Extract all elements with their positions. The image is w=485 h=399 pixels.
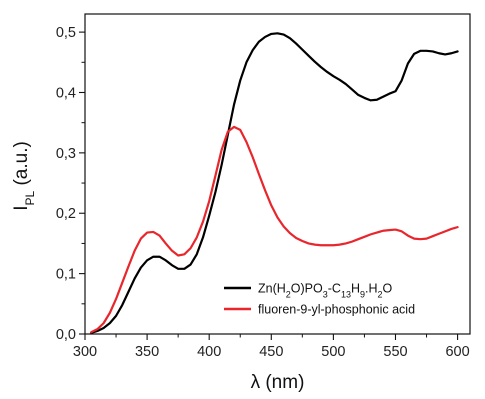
y-axis-label: IPL (a.u.) (11, 141, 37, 211)
x-axis-label: λ (nm) (251, 372, 305, 393)
legend-label-2: fluoren-9-yl-phosphonic acid (258, 303, 415, 317)
y-tick-label: 0,2 (56, 206, 76, 222)
x-tick-label: 450 (259, 344, 283, 360)
series-line-2 (90, 125, 459, 334)
series-line-1 (90, 32, 459, 334)
legend-label-1: Zn(H2O)PO3-C13H9.H2O (258, 282, 393, 300)
legend: Zn(H2O)PO3-C13H9.H2O fluoren-9-yl-phospho… (224, 282, 415, 317)
x-tick-label: 550 (383, 344, 407, 360)
y-tick-label: 0,0 (56, 327, 76, 343)
y-tick-label: 0,5 (56, 25, 76, 41)
x-tick-label: 600 (445, 344, 469, 360)
x-tick-label: 350 (135, 344, 159, 360)
plot-frame (84, 13, 471, 335)
x-tick-label: 400 (197, 344, 221, 360)
y-axis-label-main: I (11, 206, 32, 211)
y-tick-label: 0,3 (56, 146, 76, 162)
y-axis-label-unit: (a.u.) (11, 141, 32, 191)
y-tick-label: 0,4 (56, 85, 76, 101)
x-tick-label: 500 (321, 344, 345, 360)
x-tick-label: 300 (73, 344, 97, 360)
y-tick-label: 0,1 (56, 267, 76, 283)
y-axis-label-sub: PL (23, 191, 37, 206)
series-layer (90, 32, 459, 334)
ticks-layer: 300 350 400 450 500 550 600 0,0 0,1 0,2 0,3 0,4 0,5 (56, 25, 470, 360)
